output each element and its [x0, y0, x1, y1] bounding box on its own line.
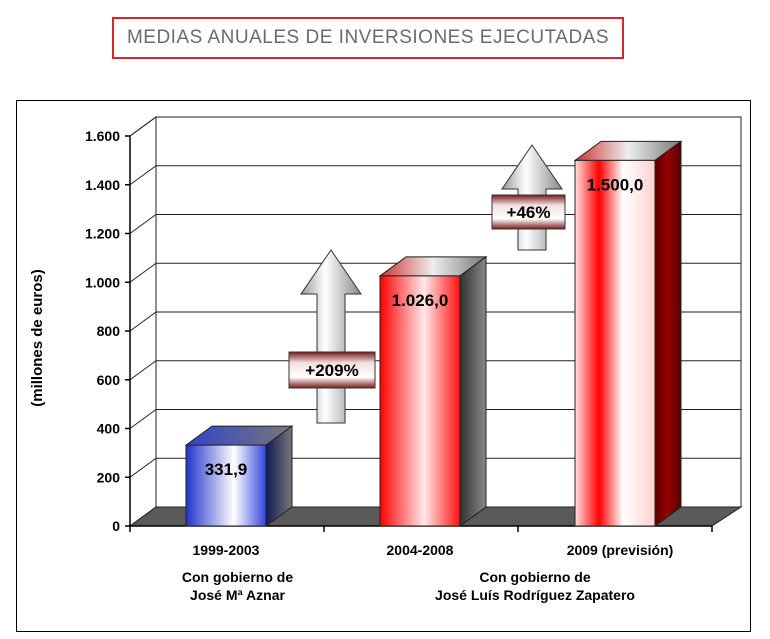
- growth-label-box: [491, 194, 566, 230]
- category-label: 2004-2008: [386, 542, 454, 558]
- gridline: [129, 360, 157, 381]
- gridline: [129, 165, 157, 186]
- chart-frame: [16, 100, 751, 632]
- category-label: 1999-2003: [192, 542, 260, 558]
- group-caption-line2: José Luís Rodríguez Zapatero: [435, 587, 635, 603]
- growth-label-box: [288, 351, 376, 389]
- group-caption-aznar: Con gobierno de José Mª Aznar: [150, 568, 325, 604]
- growth-label: +209%: [305, 361, 358, 380]
- chart-title-box: MEDIAS ANUALES DE INVERSIONES EJECUTADAS: [112, 17, 624, 59]
- group-caption-zapatero: Con gobierno de José Luís Rodríguez Zapa…: [390, 568, 680, 604]
- gridline: [129, 409, 157, 429]
- growth-label: +46%: [507, 203, 551, 222]
- bar: [185, 444, 267, 527]
- y-tick-label: 0: [112, 518, 120, 534]
- y-tick-label: 1.200: [85, 226, 120, 242]
- gridline: [129, 457, 157, 478]
- group-caption-line1: Con gobierno de: [479, 569, 591, 585]
- y-tick-label: 200: [97, 469, 121, 485]
- bar-side: [654, 140, 682, 527]
- bar-value-label: 1.026,0: [392, 291, 449, 310]
- y-tick-label: 1.000: [85, 274, 120, 290]
- gridline: [129, 116, 157, 137]
- bar-value-label: 1.500,0: [587, 175, 644, 194]
- bar-value-label: 331,9: [205, 460, 248, 479]
- gridline: [129, 262, 157, 283]
- bar: [379, 275, 461, 527]
- y-tick-label: 1.600: [85, 128, 120, 144]
- bar: [574, 159, 656, 527]
- group-caption-line2: José Mª Aznar: [190, 587, 285, 603]
- chart-title: MEDIAS ANUALES DE INVERSIONES EJECUTADAS: [126, 27, 610, 48]
- gridline: [129, 311, 157, 332]
- group-caption-line1: Con gobierno de: [181, 569, 294, 585]
- bar-side: [459, 255, 487, 527]
- category-label: 2009 (previsión): [566, 542, 674, 558]
- growth-arrow: [300, 249, 362, 424]
- y-tick-label: 800: [97, 323, 121, 339]
- y-tick-label: 600: [97, 372, 121, 388]
- y-tick-label: 400: [97, 421, 121, 437]
- y-axis-label: (millones de euros): [29, 269, 46, 407]
- y-tick-label: 1.400: [85, 177, 120, 193]
- gridline: [129, 214, 157, 234]
